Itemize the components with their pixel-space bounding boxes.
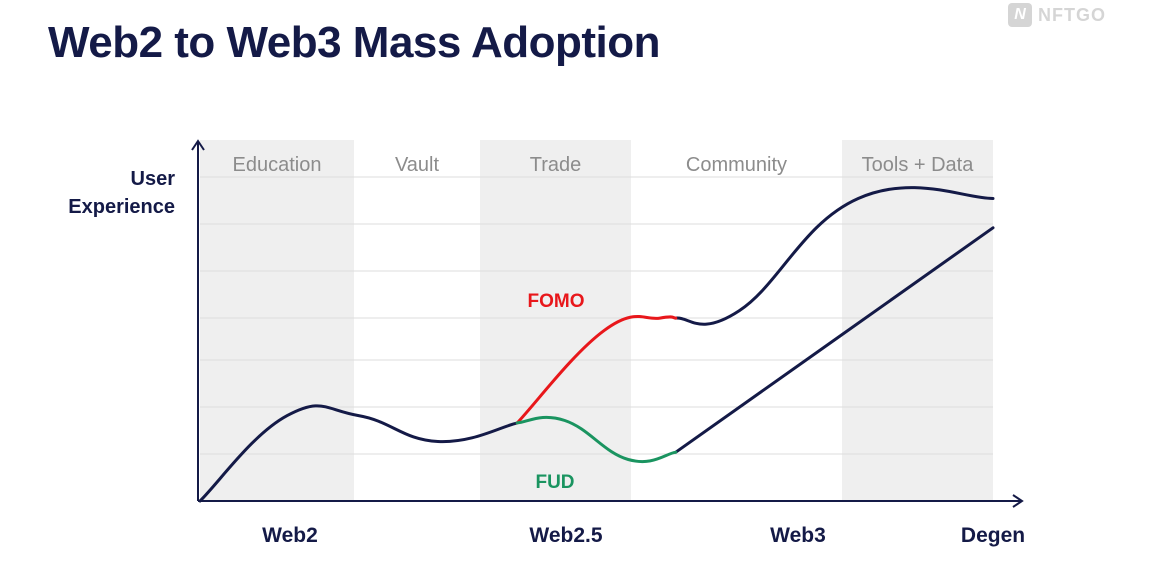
band-labels-layer: Education Vault Trade Community Tools + Data [233,154,975,176]
band-label-trade: Trade [530,154,582,176]
x-tick-web25: Web2.5 [529,524,602,547]
series-layer [515,315,678,464]
page-title: Web2 to Web3 Mass Adoption [48,18,661,67]
annotation-fomo: FOMO [528,291,585,312]
band-label-vault: Vault [395,154,440,176]
logo-text: NFTGO [1038,4,1106,25]
annotation-fud: FUD [535,472,574,493]
y-axis-label-line1: User [131,168,176,190]
y-axis-label-line2: Experience [68,196,175,218]
band-trade [480,140,631,501]
x-tick-web2: Web2 [262,524,318,547]
band-label-community: Community [686,154,787,176]
band-tools-data [842,140,993,501]
curve-base [198,404,519,503]
series-line-fomo [515,315,678,425]
x-axis-arrow [1012,494,1024,508]
band-education [200,140,354,501]
nftgo-logo-icon: N [1008,3,1032,27]
band-label-education: Education [233,154,322,176]
curve-upper [674,186,995,326]
band-label-tools-data: Tools + Data [862,154,975,176]
nftgo-logo: N NFTGO [1008,3,1132,27]
series-line-fud [515,415,678,464]
curves-layer [198,186,995,503]
axes-layer [191,139,1024,508]
y-axis-arrow [191,139,205,151]
bands-layer [200,140,993,501]
grid-layer [200,176,993,455]
x-tick-web3: Web3 [770,524,826,547]
x-tick-degen: Degen [961,524,1025,547]
curve-lower [674,226,995,454]
